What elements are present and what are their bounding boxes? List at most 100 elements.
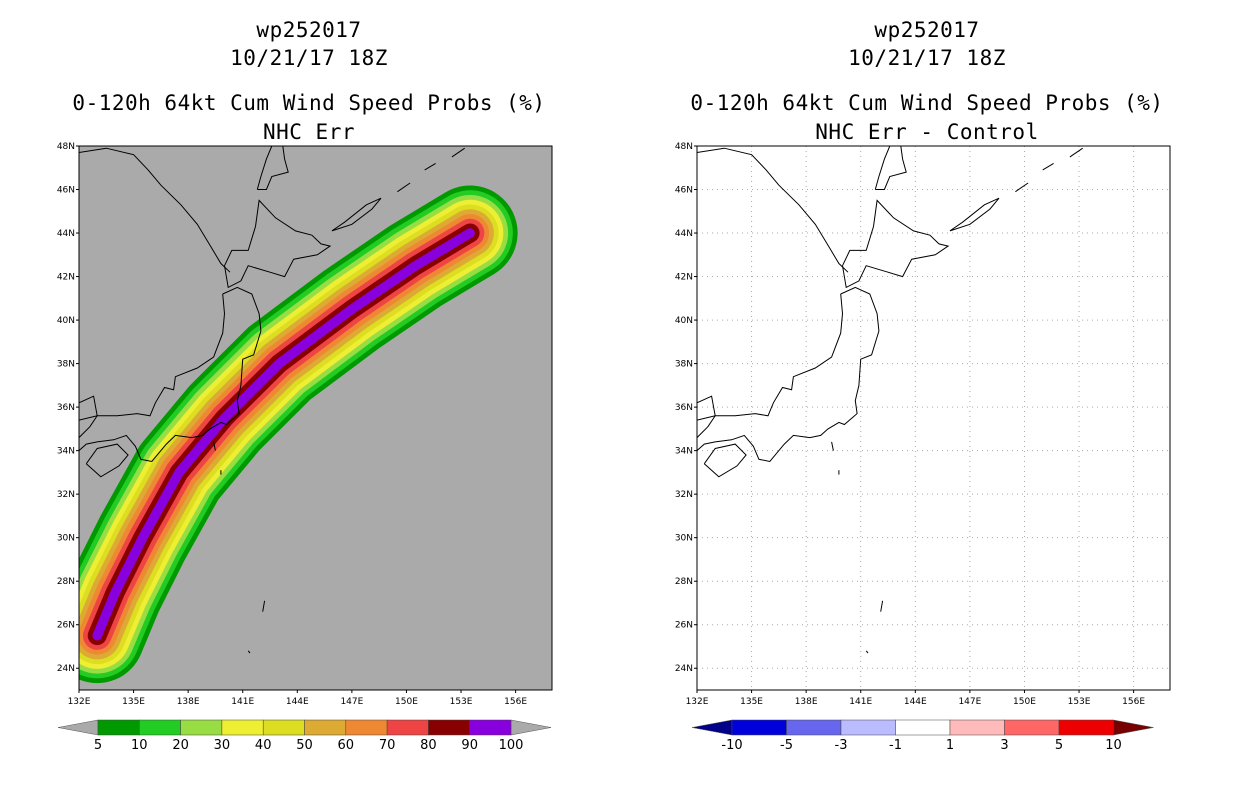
subtitle: NHC Err [262,120,355,144]
colorbar-label: 50 [296,738,313,753]
lat-tick-label: 30N [57,534,75,544]
lat-tick-label: 48N [675,142,693,152]
coastline [262,600,266,612]
lon-tick-label: 144E [904,697,927,707]
colorbar-label: -10 [721,738,742,753]
coastline [479,133,492,140]
colorbar-swatch [895,719,951,736]
colorbar-label: 40 [255,738,272,753]
coastline [831,441,834,451]
lat-tick-label: 26N [675,621,693,631]
colorbar-swatch [469,719,512,736]
colorbar-swatch [731,719,787,736]
lat-tick-label: 28N [57,577,75,587]
coastline [85,443,129,478]
coastline [79,147,231,273]
lon-tick-label: 141E [231,697,254,707]
lat-tick-label: 44N [57,229,75,239]
colorbar-label: -3 [835,738,848,753]
map-layer [697,133,1170,690]
lat-tick-label: 38N [675,360,693,370]
lat-tick-label: 36N [675,403,693,413]
lat-tick-label: 34N [57,447,75,457]
coastline [256,146,289,190]
colorbar-swatch [949,719,1005,736]
lon-tick-label: 156E [1122,697,1145,707]
colorbar-label: 70 [379,738,396,753]
lat-tick-label: 46N [57,186,75,196]
coastline [1097,133,1110,140]
lon-tick-label: 147E [958,697,981,707]
lon-tick-label: 138E [795,697,818,707]
product-title: 0-120h 64kt Cum Wind Speed Probs (%) [72,91,546,115]
lon-tick-label: 138E [177,697,200,707]
difference-map: 132E 135E 138E 141E 144E 147E 150E 153E 156E 24N 2… [675,133,1171,753]
coastline [703,443,747,478]
coastline [697,286,880,463]
lat-tick-label: 42N [675,273,693,283]
colorbar-swatch [345,719,388,736]
map-background [697,146,1170,690]
lat-tick-label: 38N [57,360,75,370]
coastline [949,197,1000,232]
lon-tick-label: 153E [450,697,473,707]
lat-tick-label: 32N [675,490,693,500]
coastline [842,199,950,289]
lat-tick-label: 28N [675,577,693,587]
lon-tick-label: 141E [849,697,872,707]
colorbar-label: 30 [214,738,231,753]
product-title: 0-120h 64kt Cum Wind Speed Probs (%) [690,91,1164,115]
valid-time-title: 10/21/17 18Z [230,46,388,70]
lon-tick-label: 132E [68,697,91,707]
colorbar-swatch [1004,719,1060,736]
coastline [224,199,332,289]
lon-tick-label: 150E [1013,697,1036,707]
lon-tick-label: 135E [740,697,763,707]
colorbar-label: -5 [780,738,793,753]
colorbar-label: 10 [131,738,148,753]
colorbar-under-arrow [57,719,99,736]
coastline [79,286,262,463]
colorbar-label: 80 [420,738,437,753]
colorbar-over-arrow [1113,719,1154,736]
colorbar-swatch [180,719,223,736]
colorbar-swatch [1058,719,1114,736]
storm-id-title: wp252017 [256,18,362,42]
storm-id-title: wp252017 [874,18,980,42]
map-frame [78,145,553,691]
colorbar-swatch [386,719,429,736]
prob-band-90 [92,228,475,641]
coastline [697,147,849,273]
coastline [1015,182,1029,193]
coastline [880,600,884,612]
subtitle: NHC Err - Control [815,120,1039,144]
lat-tick-label: 34N [675,447,693,457]
lon-tick-label: 156E [504,697,527,707]
colorbar-swatch [97,719,140,736]
colorbar-swatch [304,719,347,736]
colorbar-label: 1 [946,738,954,753]
colorbar-swatch [221,719,264,736]
coastline [247,650,251,654]
colorbar-label: 5 [1055,738,1063,753]
lon-tick-label: 147E [340,697,363,707]
colorbar-label: 20 [172,738,189,753]
colorbar-swatch [786,719,842,736]
lat-tick-label: 24N [675,664,693,674]
colorbar-over-arrow [510,719,552,736]
coastline [1042,162,1054,171]
lat-tick-label: 32N [57,490,75,500]
colorbar-label: 100 [499,738,524,753]
map-layer [79,133,518,684]
lat-tick-label: 48N [57,142,75,152]
coastline [697,259,698,260]
colorbar-swatch [262,719,305,736]
lon-tick-label: 144E [286,697,309,707]
colorbar-swatch [139,719,181,736]
lat-tick-label: 24N [57,664,75,674]
colorbar-label: 60 [338,738,355,753]
colorbar-label: 3 [1000,738,1008,753]
right-map-panel: wp252017 10/21/17 18Z 0-120h 64kt Cum Wi… [618,0,1236,800]
colorbar-label: 5 [94,738,102,753]
coastline [451,147,465,158]
